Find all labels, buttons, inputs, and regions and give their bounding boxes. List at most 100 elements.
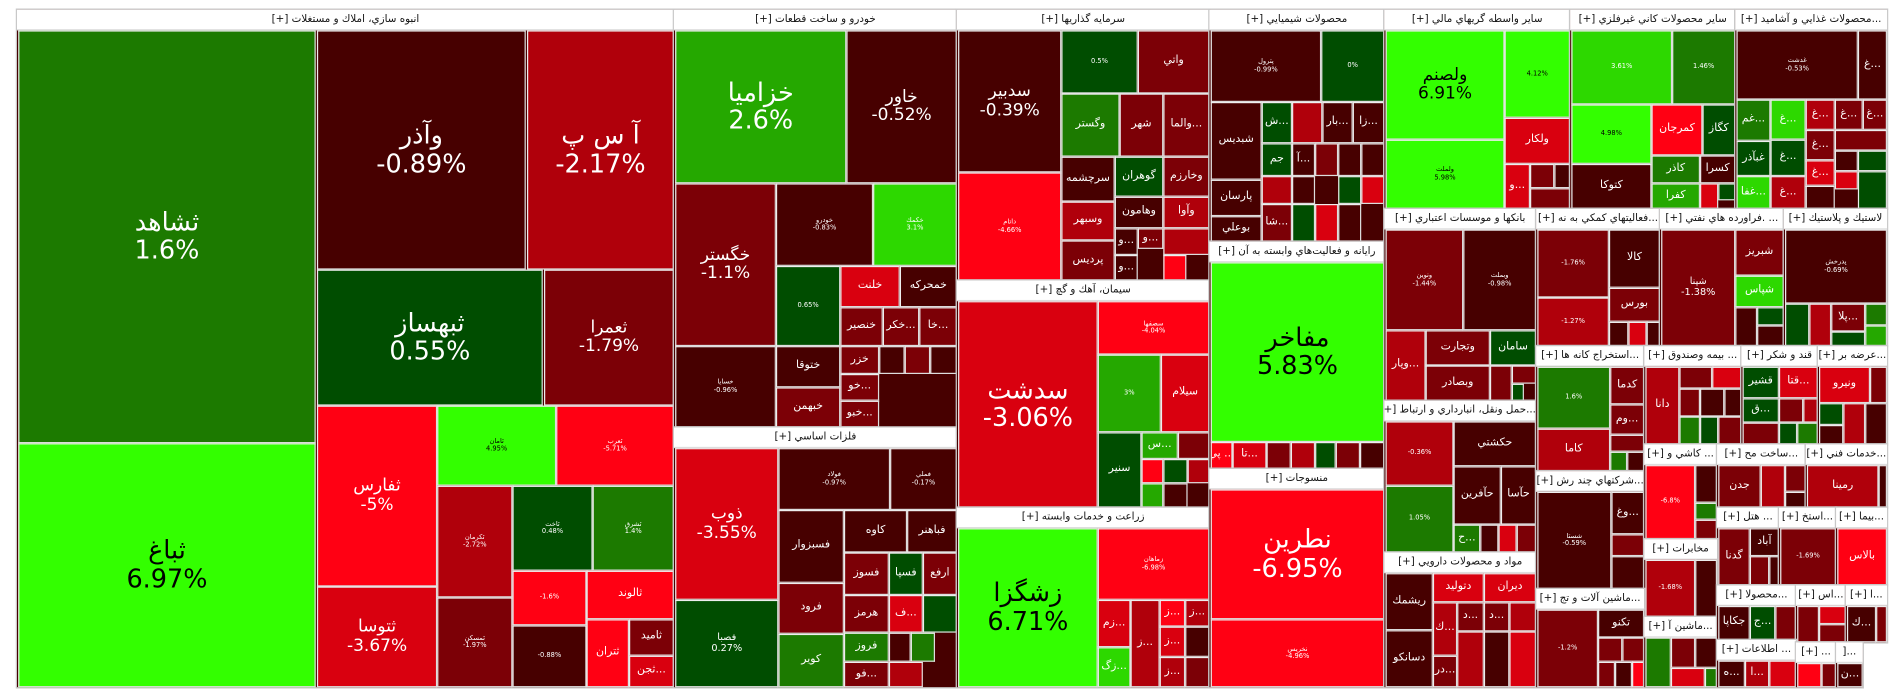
stock-tile[interactable]: غ... (1805, 129, 1835, 161)
stock-tile[interactable]: فملي -0.17% (890, 448, 957, 511)
stock-tile[interactable]: ثباغ 6.97% (18, 443, 316, 688)
stock-tile[interactable]: خنصير (840, 307, 883, 347)
stock-tile[interactable] (1611, 534, 1645, 557)
stock-tile[interactable]: كفرا (1651, 183, 1701, 209)
stock-tile[interactable] (1679, 388, 1701, 417)
stock-tile[interactable]: فباهنر (907, 510, 957, 553)
stock-tile[interactable]: بالاس (1837, 528, 1888, 586)
stock-tile[interactable]: زگ... (1097, 647, 1131, 688)
sector-header-expand[interactable]: ... اطلاعات [+] (1717, 639, 1796, 661)
stock-tile[interactable]: غم... (1736, 99, 1771, 141)
stock-tile[interactable] (1163, 483, 1188, 508)
stock-tile[interactable]: خمحركه (899, 265, 957, 308)
stock-tile[interactable]: وم... (1610, 404, 1645, 435)
stock-tile[interactable] (1865, 403, 1888, 445)
stock-tile[interactable]: ثكرمان -2.72% (437, 485, 513, 598)
stock-tile[interactable]: ثجن... (629, 655, 674, 688)
stock-tile[interactable] (1290, 442, 1316, 469)
stock-tile[interactable]: غبآذر (1736, 140, 1771, 177)
stock-tile[interactable] (1292, 102, 1323, 144)
stock-tile[interactable]: خكمك 3.1% (873, 183, 957, 266)
stock-tile[interactable] (1457, 631, 1484, 688)
stock-tile[interactable]: ك... (1432, 602, 1458, 656)
sector-header-expand[interactable]: ...شركتهاي چند رش [+] (1536, 471, 1645, 492)
stock-tile[interactable]: ولصنم 6.91% (1385, 30, 1505, 140)
stock-tile[interactable]: 0.5% (1061, 30, 1138, 94)
stock-tile[interactable]: ثتوسا -3.67% (316, 586, 438, 688)
stock-tile[interactable]: ز... (1159, 599, 1186, 627)
stock-tile[interactable]: ثشرق 1.4% (592, 485, 674, 571)
stock-tile[interactable]: ن... (1837, 663, 1863, 688)
stock-tile[interactable] (1809, 303, 1832, 347)
stock-tile[interactable]: كمرجان (1651, 104, 1703, 156)
sector-header-expand[interactable]: سيمان، آهك و گچ [+] (956, 280, 1210, 302)
stock-tile[interactable]: ثاميد (629, 619, 674, 656)
stock-tile[interactable] (1785, 465, 1806, 492)
stock-tile[interactable] (1821, 663, 1837, 688)
stock-tile[interactable] (1775, 605, 1796, 640)
stock-tile[interactable]: واتي (1137, 30, 1210, 94)
stock-tile[interactable] (1498, 524, 1517, 553)
stock-tile[interactable]: پي ... (1210, 442, 1233, 469)
stock-tile[interactable]: 3.61% (1571, 30, 1673, 105)
stock-tile[interactable] (1785, 491, 1806, 508)
stock-tile[interactable]: ثمسكن -1.97% (437, 597, 513, 688)
sector-header-expand[interactable]: ...حمل ونقل، انبارداري و ارتباط [+] (1384, 400, 1537, 422)
stock-tile[interactable]: نطرين -6.95% (1210, 489, 1385, 620)
stock-tile[interactable]: ز... (1130, 599, 1160, 688)
stock-tile[interactable]: حآفرين (1453, 466, 1501, 525)
stock-tile[interactable] (1516, 524, 1537, 553)
sector-header-expand[interactable]: ... .فراورده هاي نفتي [+] (1659, 208, 1784, 230)
stock-tile[interactable]: غ... (1834, 99, 1863, 130)
stock-tile[interactable]: خسايا -0.96% (675, 346, 776, 428)
stock-tile[interactable]: س... (1141, 432, 1178, 460)
stock-tile[interactable] (1679, 416, 1701, 445)
stock-tile[interactable] (1757, 307, 1784, 326)
stock-tile[interactable]: دسانكو (1385, 630, 1433, 688)
stock-tile[interactable]: پلا... (1831, 303, 1866, 332)
stock-tile[interactable] (1511, 365, 1537, 384)
stock-tile[interactable]: -1.69% (1780, 528, 1837, 586)
stock-tile[interactable]: سصفها -4.04% (1097, 301, 1210, 355)
stock-tile[interactable]: وبصادر (1425, 365, 1490, 401)
stock-tile[interactable]: وپار... (1385, 330, 1426, 401)
stock-tile[interactable] (1870, 366, 1888, 404)
stock-tile[interactable] (1742, 422, 1779, 445)
stock-tile[interactable]: 1.6% (1537, 366, 1611, 429)
stock-tile[interactable]: ج... (1749, 605, 1776, 640)
stock-tile[interactable] (1778, 398, 1804, 423)
stock-tile[interactable]: 4.12% (1504, 30, 1571, 118)
stock-tile[interactable]: حآسا (1500, 466, 1537, 525)
sector-header-expand[interactable]: ...محصولا [+] (1717, 585, 1796, 606)
stock-tile[interactable] (1803, 398, 1818, 423)
stock-tile[interactable]: و... (1114, 228, 1138, 256)
stock-tile[interactable] (910, 632, 936, 662)
stock-tile[interactable]: شهر (1119, 93, 1164, 157)
stock-tile[interactable]: سرچشمه (1061, 156, 1115, 202)
stock-tile[interactable]: كاوه (843, 510, 908, 553)
stock-tile[interactable]: ه... (1718, 660, 1745, 688)
stock-tile[interactable]: ق... (1742, 398, 1779, 423)
stock-tile[interactable]: آ س پ -2.17% (527, 30, 674, 270)
stock-tile[interactable]: فسپا (888, 552, 923, 596)
stock-tile[interactable]: فروز (843, 632, 889, 662)
stock-tile[interactable]: ف... (888, 595, 923, 633)
sector-header-expand[interactable]: رايانه و فعاليت‌هاي وابسته به آن [+] (1209, 241, 1385, 263)
stock-tile[interactable] (1843, 403, 1866, 445)
stock-tile[interactable] (1292, 176, 1316, 205)
stock-tile[interactable]: ا... (1744, 660, 1770, 688)
stock-tile[interactable] (1834, 129, 1888, 151)
stock-tile[interactable] (1610, 434, 1645, 452)
stock-tile[interactable] (1865, 303, 1888, 326)
stock-tile[interactable]: كوير (778, 633, 844, 688)
stock-tile[interactable]: بورس (1608, 287, 1660, 322)
stock-tile[interactable]: 0.65% (775, 265, 841, 347)
stock-tile[interactable]: ثبهساز 0.55% (316, 269, 543, 406)
stock-tile[interactable]: ثامان 4.95% (437, 405, 557, 486)
stock-tile[interactable] (1819, 624, 1846, 643)
stock-tile[interactable] (1622, 637, 1645, 662)
stock-tile[interactable] (1360, 442, 1385, 469)
stock-tile[interactable]: آباد (1749, 528, 1779, 557)
stock-tile[interactable] (1315, 204, 1339, 242)
stock-tile[interactable] (1670, 667, 1705, 688)
